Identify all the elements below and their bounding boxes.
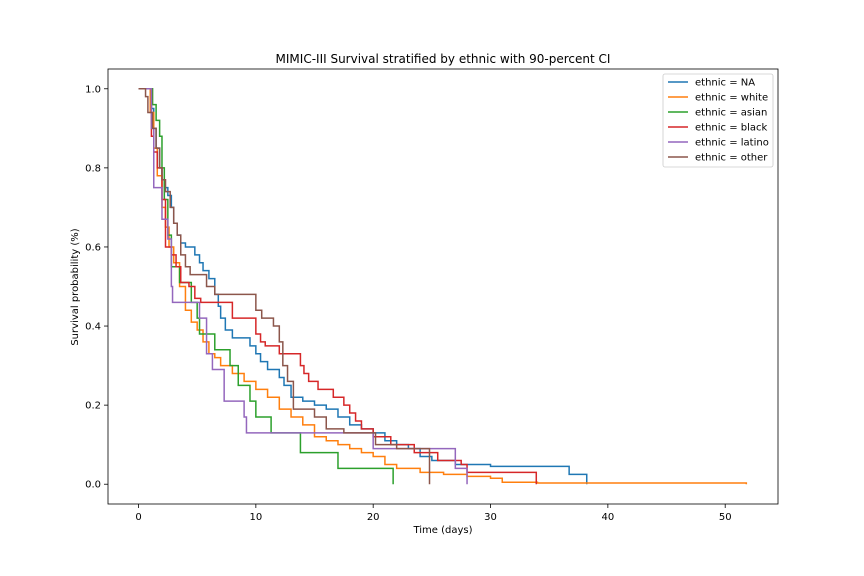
x-tick-label: 30 [484,512,497,523]
y-tick-label: 0.2 [85,401,101,412]
x-tick-label: 50 [719,512,732,523]
y-tick-label: 0.8 [85,163,101,174]
legend-label-asian: ethnic = asian [695,108,767,119]
y-tick-label: 1.0 [85,84,101,95]
series-line-na [138,88,588,485]
legend: ethnic = NA ethnic = white ethnic = asian e… [662,73,774,168]
series-line-black [138,88,538,485]
legend-box [662,73,774,168]
legend-label-na: ethnic = NA [695,78,755,89]
y-axis-label: Survival probability (%) [70,228,81,345]
x-tick-label: 20 [367,512,380,523]
series-line-other [138,88,431,485]
plot-area: 0 10 20 30 40 50 0.0 0.2 0.4 0.6 0.8 1.0 [85,68,779,523]
legend-label-latino: ethnic = latino [695,138,769,149]
y-tick-label: 0.6 [85,242,101,253]
x-axis-label: Time (days) [412,525,472,536]
legend-items: ethnic = NA ethnic = white ethnic = asian e… [668,78,769,164]
x-tick-label: 40 [601,512,614,523]
series-line-white [138,88,748,485]
chart-title: MIMIC-III Survival stratified by ethnic … [276,52,611,66]
axes-frame [107,68,779,505]
x-tick-label: 0 [135,512,141,523]
legend-label-white: ethnic = white [695,93,768,104]
series-layer [138,88,748,485]
y-tick-label: 0.0 [85,480,101,491]
x-tick-label: 10 [249,512,262,523]
x-axis: 0 10 20 30 40 50 [135,504,732,523]
legend-label-black: ethnic = black [695,123,768,134]
y-axis: 0.0 0.2 0.4 0.6 0.8 1.0 [85,84,108,491]
legend-label-other: ethnic = other [695,153,768,164]
y-tick-label: 0.4 [85,322,101,333]
